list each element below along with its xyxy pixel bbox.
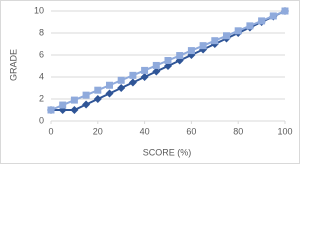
- y-tick-label: 8: [39, 27, 44, 37]
- marker: [152, 61, 160, 69]
- y-tick-label: 6: [39, 49, 44, 59]
- marker: [59, 101, 67, 109]
- marker: [258, 17, 266, 25]
- marker: [70, 106, 79, 114]
- y-tick-label: 2: [39, 93, 44, 103]
- x-tick-label: 20: [93, 126, 103, 136]
- marker: [152, 67, 161, 76]
- x-tick-label: 60: [186, 126, 196, 136]
- marker: [234, 27, 242, 35]
- x-axis-label: SCORE (%): [143, 147, 192, 157]
- marker: [199, 42, 207, 50]
- x-tick-label: 0: [48, 126, 53, 136]
- marker: [70, 96, 78, 104]
- marker: [82, 100, 91, 109]
- x-tick-label: 80: [233, 126, 243, 136]
- y-tick-label: 0: [39, 115, 44, 125]
- y-tick-label: 4: [39, 71, 44, 81]
- marker: [93, 95, 102, 103]
- marker: [82, 91, 90, 99]
- marker: [47, 106, 55, 114]
- marker: [176, 52, 184, 60]
- marker: [129, 71, 137, 79]
- y-axis-label: GRADE: [8, 49, 18, 81]
- y-tick-label: 10: [34, 5, 44, 15]
- x-tick-label: 100: [277, 126, 292, 136]
- marker: [211, 37, 219, 45]
- marker: [269, 12, 277, 20]
- x-tick-label: 40: [140, 126, 150, 136]
- marker: [106, 81, 113, 89]
- marker: [281, 7, 289, 15]
- marker: [94, 86, 102, 94]
- marker: [105, 89, 114, 98]
- marker: [187, 47, 195, 55]
- marker: [140, 73, 149, 81]
- marker: [164, 57, 172, 64]
- marker: [141, 66, 149, 74]
- marker: [117, 76, 125, 84]
- marker: [246, 22, 254, 30]
- marker: [117, 84, 126, 92]
- marker: [223, 32, 230, 40]
- marker: [128, 78, 137, 87]
